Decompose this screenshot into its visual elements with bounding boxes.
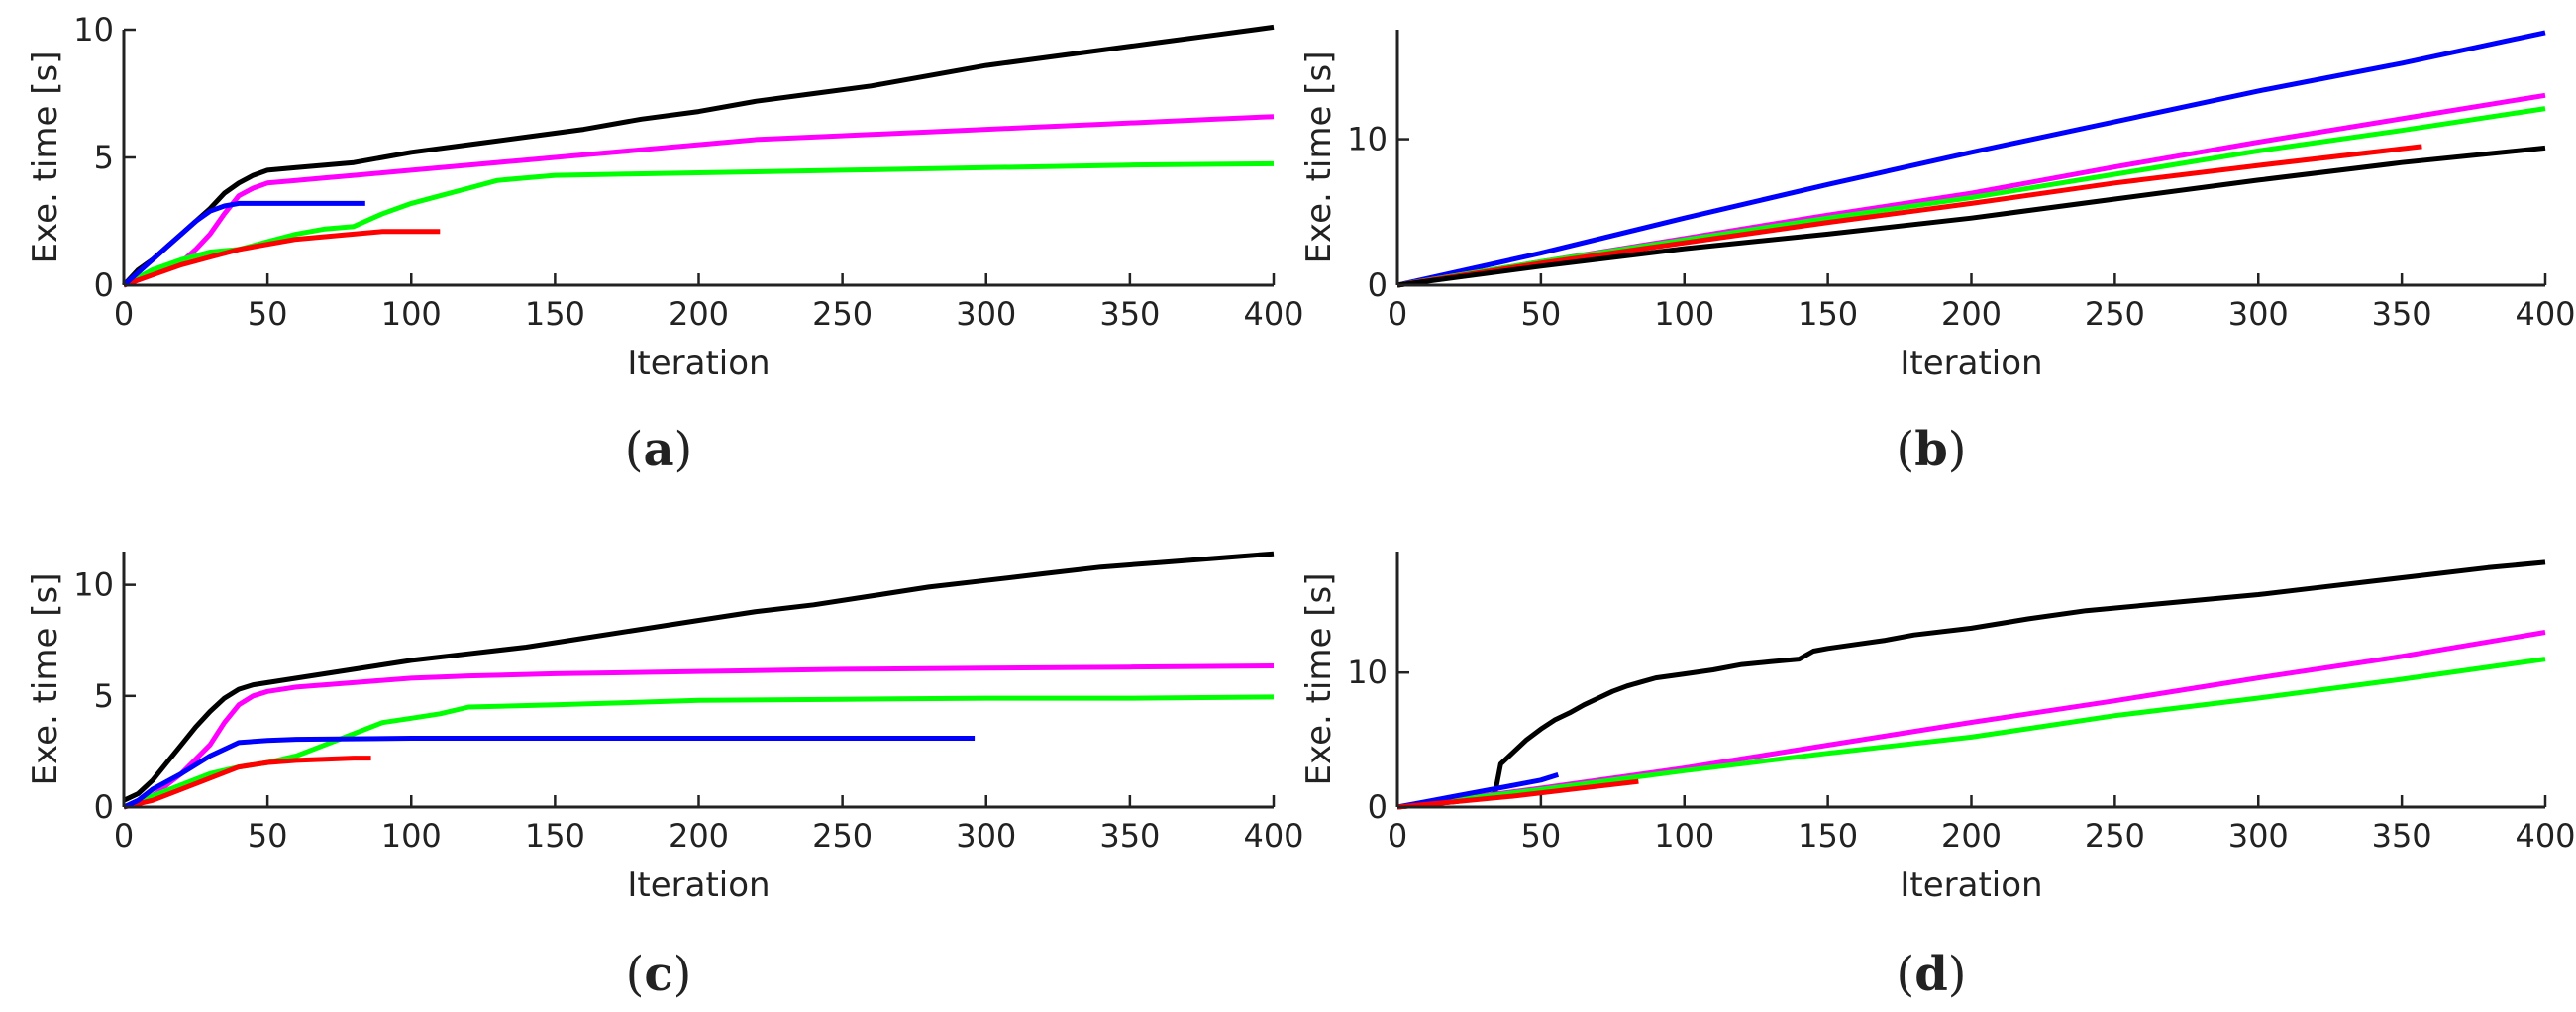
x-tick-label: 0 <box>114 295 134 333</box>
y-tick-label: 0 <box>1368 266 1388 304</box>
y-tick-label: 10 <box>73 11 114 49</box>
x-tick-label: 300 <box>2228 817 2289 855</box>
series-line-1 <box>122 551 1275 803</box>
y-tick-label: 5 <box>94 139 114 176</box>
x-tick-label: 0 <box>1388 817 1407 855</box>
series-line-4 <box>1396 772 1560 810</box>
x-axis-label: Iteration <box>1900 344 2042 383</box>
x-tick-label: 50 <box>248 295 288 333</box>
x-tick-label: 250 <box>812 817 873 855</box>
x-tick-label: 150 <box>1798 817 1858 855</box>
x-tick-label: 200 <box>669 817 729 855</box>
x-tick-label: 300 <box>956 817 1016 855</box>
y-tick-label: 0 <box>1368 788 1388 826</box>
panel-label: (a) <box>625 422 693 477</box>
x-tick-label: 0 <box>114 817 134 855</box>
y-tick-label: 10 <box>1347 654 1388 691</box>
x-tick-label: 100 <box>381 817 442 855</box>
series-line-2 <box>123 114 1275 288</box>
panel-c: 0 50 100 150 200 250 300 350 400 0 5 10 Iteration Exe… <box>26 551 1304 1002</box>
y-tick-label: 5 <box>94 677 114 715</box>
series-line-4 <box>123 756 371 810</box>
panel-b: 0 50 100 150 200 250 300 350 400 0 10 Iteration Exe.… <box>1299 30 2576 477</box>
y-tick-label: 0 <box>94 266 114 304</box>
x-tick-label: 350 <box>1099 295 1160 333</box>
x-tick-label: 300 <box>2228 295 2289 333</box>
x-axis-label: Iteration <box>627 344 770 383</box>
panel-label: (c) <box>626 947 692 1002</box>
x-tick-label: 300 <box>956 295 1016 333</box>
panel-a: 0 50 100 150 200 250 300 350 400 0 5 10 Iteration Exe… <box>26 11 1304 477</box>
x-tick-label: 200 <box>1941 817 2002 855</box>
series-line-1 <box>1396 559 2546 810</box>
x-tick-label: 250 <box>2085 295 2145 333</box>
x-tick-label: 400 <box>2515 295 2575 333</box>
x-tick-label: 150 <box>1798 295 1858 333</box>
x-tick-label: 350 <box>1099 817 1160 855</box>
series-line-4 <box>1396 144 2422 288</box>
series-line-5 <box>122 200 365 287</box>
panel-label: (d) <box>1896 947 1966 1002</box>
x-tick-label: 400 <box>1243 295 1303 333</box>
x-tick-label: 100 <box>1654 295 1714 333</box>
x-tick-label: 350 <box>2372 295 2432 333</box>
x-axis-label: Iteration <box>1900 865 2042 905</box>
y-axis-label: Exe. time [s] <box>26 573 65 786</box>
x-tick-label: 150 <box>525 817 585 855</box>
x-tick-label: 100 <box>381 295 442 333</box>
series-line-5 <box>1396 778 1639 810</box>
x-tick-label: 200 <box>1941 295 2002 333</box>
series-line-5 <box>1396 145 2546 288</box>
x-tick-label: 100 <box>1654 817 1714 855</box>
x-tick-label: 350 <box>2372 817 2432 855</box>
x-tick-label: 50 <box>1521 295 1562 333</box>
series-line-3 <box>1396 657 2546 810</box>
series-line-5 <box>122 736 976 810</box>
x-tick-label: 150 <box>525 295 585 333</box>
x-tick-label: 200 <box>669 295 729 333</box>
x-tick-label: 250 <box>812 295 873 333</box>
y-tick-label: 10 <box>73 566 114 604</box>
series-line-1 <box>122 24 1275 287</box>
panel-d: 0 50 100 150 200 250 300 350 400 0 10 Iteration Exe.… <box>1299 552 2576 1002</box>
series-line-4 <box>123 229 441 288</box>
series-line-1 <box>1396 30 2546 288</box>
series-line-2 <box>123 663 1275 810</box>
series-line-2 <box>1396 630 2546 810</box>
x-tick-label: 50 <box>1521 817 1562 855</box>
x-tick-label: 50 <box>248 817 288 855</box>
x-axis-label: Iteration <box>627 865 770 905</box>
x-tick-label: 400 <box>1243 817 1303 855</box>
y-tick-label: 0 <box>94 788 114 826</box>
panel-label: (b) <box>1896 422 1966 477</box>
y-axis-label: Exe. time [s] <box>26 51 65 264</box>
x-tick-label: 250 <box>2085 817 2145 855</box>
x-tick-label: 400 <box>2515 817 2575 855</box>
y-tick-label: 10 <box>1347 121 1388 158</box>
series-line-3 <box>123 694 1275 810</box>
y-axis-label: Exe. time [s] <box>1299 573 1339 786</box>
y-axis-label: Exe. time [s] <box>1299 51 1339 264</box>
x-tick-label: 0 <box>1388 295 1407 333</box>
